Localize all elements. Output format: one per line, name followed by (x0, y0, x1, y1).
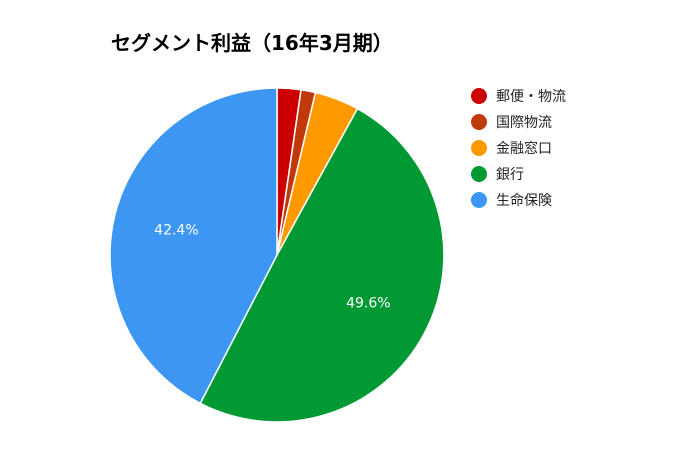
pie-slice-labels: 49.6% 42.4% (154, 223, 390, 312)
legend-swatch (471, 166, 487, 182)
chart-title: セグメント利益（16年3月期） (111, 31, 393, 55)
pie-slices (109, 87, 445, 423)
legend-swatch (471, 88, 487, 104)
legend-item: 金融窓口 (471, 138, 566, 158)
legend-label: 金融窓口 (496, 141, 552, 157)
slice-label-4: 49.6% (346, 296, 390, 312)
legend-item: 郵便・物流 (471, 86, 566, 106)
legend-swatch (471, 140, 487, 156)
pie-slice-5 (109, 87, 278, 405)
chart-legend: 郵便・物流国際物流金融窓口銀行生命保険 (471, 86, 566, 216)
legend-item: 銀行 (471, 164, 566, 184)
legend-item: 生命保険 (471, 190, 566, 210)
legend-label: 国際物流 (496, 115, 552, 131)
legend-swatch (471, 114, 487, 130)
legend-swatch (471, 192, 487, 208)
legend-label: 郵便・物流 (496, 89, 566, 105)
legend-label: 生命保険 (496, 193, 552, 209)
slice-label-5: 42.4% (154, 223, 198, 239)
legend-label: 銀行 (496, 167, 524, 183)
legend-item: 国際物流 (471, 112, 566, 132)
pie-slice-4 (199, 107, 445, 423)
